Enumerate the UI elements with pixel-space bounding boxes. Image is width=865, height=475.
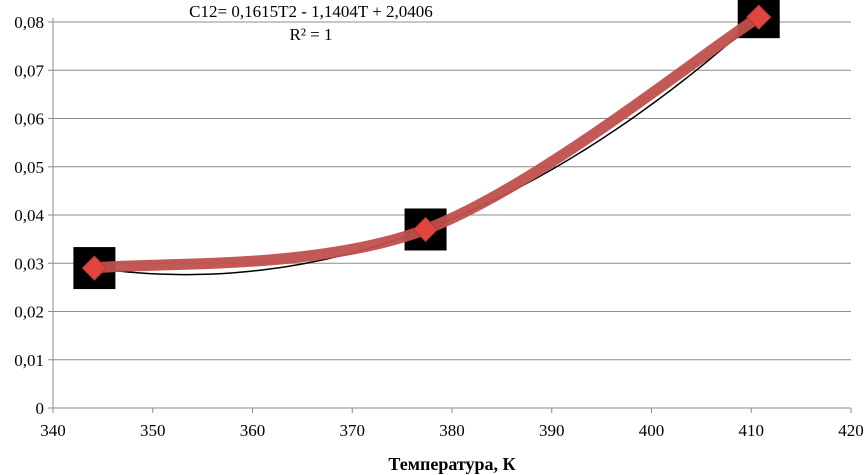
x-axis-title: Температура, К	[388, 454, 515, 474]
y-tick-label: 0,05	[14, 158, 44, 177]
y-tick-label: 0,07	[14, 61, 44, 80]
data-point	[81, 255, 108, 281]
gridlines	[53, 21, 851, 361]
y-tick-label: 0,04	[14, 206, 44, 225]
axes	[48, 18, 852, 413]
y-tick-labels: 0 0,01 0,02 0,03 0,04 0,05 0,06 0,07 0,08	[14, 13, 44, 418]
data-point	[412, 216, 439, 243]
x-tick-label: 410	[739, 421, 765, 440]
x-tick-label: 360	[240, 421, 266, 440]
x-tick-labels: 340 350 360 370 380 390 400 410 420	[40, 421, 864, 440]
y-tick-label: 0,02	[14, 303, 44, 322]
x-tick-label: 390	[539, 421, 565, 440]
y-tick-label: 0	[36, 399, 45, 418]
trendline-r-squared: R² = 1	[289, 25, 332, 44]
x-tick-label: 350	[140, 421, 166, 440]
x-tick-label: 420	[838, 421, 864, 440]
x-tick-label: 340	[40, 421, 66, 440]
trendline-equation: C12= 0,1615T2 - 1,1404T + 2,0406	[189, 2, 433, 21]
x-tick-label: 370	[340, 421, 366, 440]
data-point	[746, 4, 772, 30]
y-tick-label: 0,06	[14, 110, 44, 129]
data-series	[73, 0, 780, 290]
y-tick-label: 0,03	[14, 254, 44, 273]
y-tick-label: 0,08	[14, 13, 44, 32]
x-tick-label: 400	[639, 421, 665, 440]
y-tick-label: 0,01	[14, 351, 44, 370]
x-tick-label: 380	[439, 421, 465, 440]
